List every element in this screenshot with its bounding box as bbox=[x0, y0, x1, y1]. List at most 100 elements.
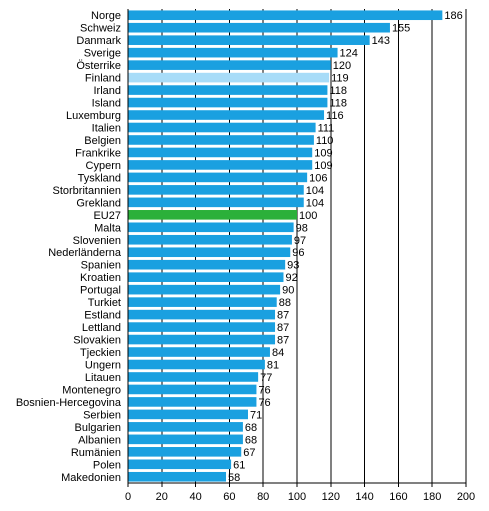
bar bbox=[128, 434, 243, 445]
value-label: 68 bbox=[245, 422, 257, 434]
category-label: Nederländerna bbox=[48, 247, 122, 259]
category-label: Bosnien-Hercegovina bbox=[16, 397, 122, 409]
value-label: 96 bbox=[292, 247, 304, 259]
value-label: 104 bbox=[306, 197, 324, 209]
bar bbox=[128, 60, 331, 70]
value-label: 104 bbox=[306, 185, 324, 197]
value-label: 84 bbox=[272, 347, 284, 359]
bar bbox=[128, 272, 284, 282]
value-label: 81 bbox=[267, 360, 279, 372]
bar bbox=[128, 35, 370, 45]
category-label: Irland bbox=[93, 85, 121, 97]
x-tick-label: 40 bbox=[189, 491, 201, 503]
category-label: Polen bbox=[93, 459, 121, 471]
bar bbox=[128, 297, 277, 307]
value-label: 186 bbox=[444, 10, 462, 22]
value-label: 77 bbox=[260, 372, 272, 384]
category-label: Montenegro bbox=[62, 384, 121, 396]
value-label: 110 bbox=[316, 135, 334, 147]
category-label: Sverige bbox=[84, 48, 121, 60]
category-label: Danmark bbox=[76, 35, 121, 47]
category-label: Finland bbox=[85, 73, 121, 85]
bar bbox=[128, 259, 286, 270]
value-label: 88 bbox=[279, 297, 291, 309]
bar bbox=[128, 22, 390, 33]
bar bbox=[128, 347, 270, 357]
x-tick-label: 20 bbox=[156, 491, 168, 503]
value-label: 143 bbox=[372, 35, 390, 47]
category-label: Island bbox=[92, 98, 121, 110]
value-label: 92 bbox=[285, 272, 297, 284]
value-label: 76 bbox=[258, 397, 270, 409]
category-label: Schweiz bbox=[80, 23, 121, 35]
category-label: Makedonien bbox=[61, 472, 121, 484]
bar bbox=[128, 210, 297, 220]
x-tick-label: 80 bbox=[257, 491, 269, 503]
value-label: 90 bbox=[282, 285, 294, 297]
category-label: Portugal bbox=[80, 285, 121, 297]
value-label: 87 bbox=[277, 335, 289, 347]
value-label: 119 bbox=[331, 73, 349, 85]
value-label: 68 bbox=[245, 434, 257, 446]
category-label: Slovakien bbox=[73, 335, 121, 347]
bar bbox=[128, 122, 316, 133]
category-label: Litauen bbox=[85, 372, 121, 384]
bar bbox=[128, 359, 265, 370]
value-label: 97 bbox=[294, 235, 306, 247]
bar bbox=[128, 160, 313, 170]
bar bbox=[128, 222, 294, 233]
category-label: Lettland bbox=[82, 322, 121, 334]
bar bbox=[128, 97, 328, 108]
x-tick-label: 0 bbox=[125, 491, 131, 503]
bar bbox=[128, 172, 308, 183]
bar bbox=[128, 334, 276, 345]
bar bbox=[128, 247, 291, 258]
value-label: 120 bbox=[333, 60, 351, 72]
value-label: 118 bbox=[329, 98, 347, 110]
category-label: Turkiet bbox=[88, 297, 121, 309]
bar bbox=[128, 447, 242, 457]
bar bbox=[128, 471, 227, 482]
bars bbox=[128, 10, 443, 482]
bar bbox=[128, 85, 328, 95]
value-label: 109 bbox=[314, 147, 332, 159]
value-label: 58 bbox=[228, 472, 240, 484]
value-labels: 1861551431241201191181181161111101091091… bbox=[228, 10, 463, 484]
x-tick-label: 60 bbox=[223, 491, 235, 503]
value-label: 116 bbox=[326, 110, 344, 122]
bar bbox=[128, 422, 243, 432]
category-labels: NorgeSchweizDanmarkSverigeÖsterrikeFinla… bbox=[16, 10, 122, 484]
bar bbox=[128, 197, 304, 208]
category-label: Tjeckien bbox=[80, 347, 121, 359]
value-label: 87 bbox=[277, 310, 289, 322]
bar bbox=[128, 234, 292, 245]
category-label: Estland bbox=[84, 310, 121, 322]
bar bbox=[128, 384, 257, 395]
value-label: 109 bbox=[314, 160, 332, 172]
category-label: Slovenien bbox=[73, 235, 121, 247]
category-label: Grekland bbox=[76, 197, 121, 209]
bar bbox=[128, 110, 325, 120]
category-label: Luxemburg bbox=[66, 110, 121, 122]
value-label: 155 bbox=[392, 23, 410, 35]
category-label: Tyskland bbox=[78, 172, 121, 184]
value-label: 124 bbox=[340, 48, 358, 60]
bar bbox=[128, 10, 443, 21]
value-label: 71 bbox=[250, 409, 262, 421]
x-tick-label: 120 bbox=[322, 491, 340, 503]
category-label: Frankrike bbox=[75, 147, 121, 159]
category-label: Belgien bbox=[84, 135, 121, 147]
category-label: Rumänien bbox=[71, 447, 121, 459]
value-label: 98 bbox=[296, 222, 308, 234]
bar bbox=[128, 322, 276, 332]
bar bbox=[128, 372, 259, 382]
bar bbox=[128, 397, 257, 407]
bar bbox=[128, 409, 248, 420]
x-tick-label: 140 bbox=[355, 491, 373, 503]
value-label: 87 bbox=[277, 322, 289, 334]
category-label: Cypern bbox=[86, 160, 121, 172]
bar bbox=[128, 284, 281, 295]
bar bbox=[128, 47, 338, 58]
x-tick-label: 200 bbox=[457, 491, 475, 503]
